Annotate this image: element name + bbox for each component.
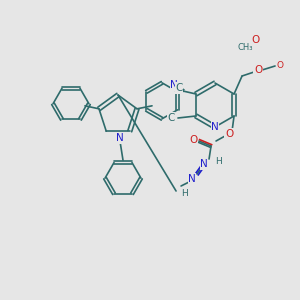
Text: C: C — [175, 83, 183, 93]
Text: O: O — [225, 129, 233, 139]
Text: CH₃: CH₃ — [237, 44, 253, 52]
Text: O: O — [189, 135, 197, 145]
Text: O: O — [251, 35, 259, 45]
Text: N: N — [188, 174, 196, 184]
Text: N: N — [211, 122, 219, 132]
Text: O: O — [277, 61, 284, 70]
Text: N: N — [116, 133, 124, 143]
Text: O: O — [254, 65, 262, 75]
Text: H: H — [181, 190, 188, 199]
Text: H: H — [215, 157, 221, 166]
Text: C: C — [167, 113, 175, 123]
Text: N: N — [170, 80, 178, 90]
Text: N: N — [200, 159, 208, 169]
